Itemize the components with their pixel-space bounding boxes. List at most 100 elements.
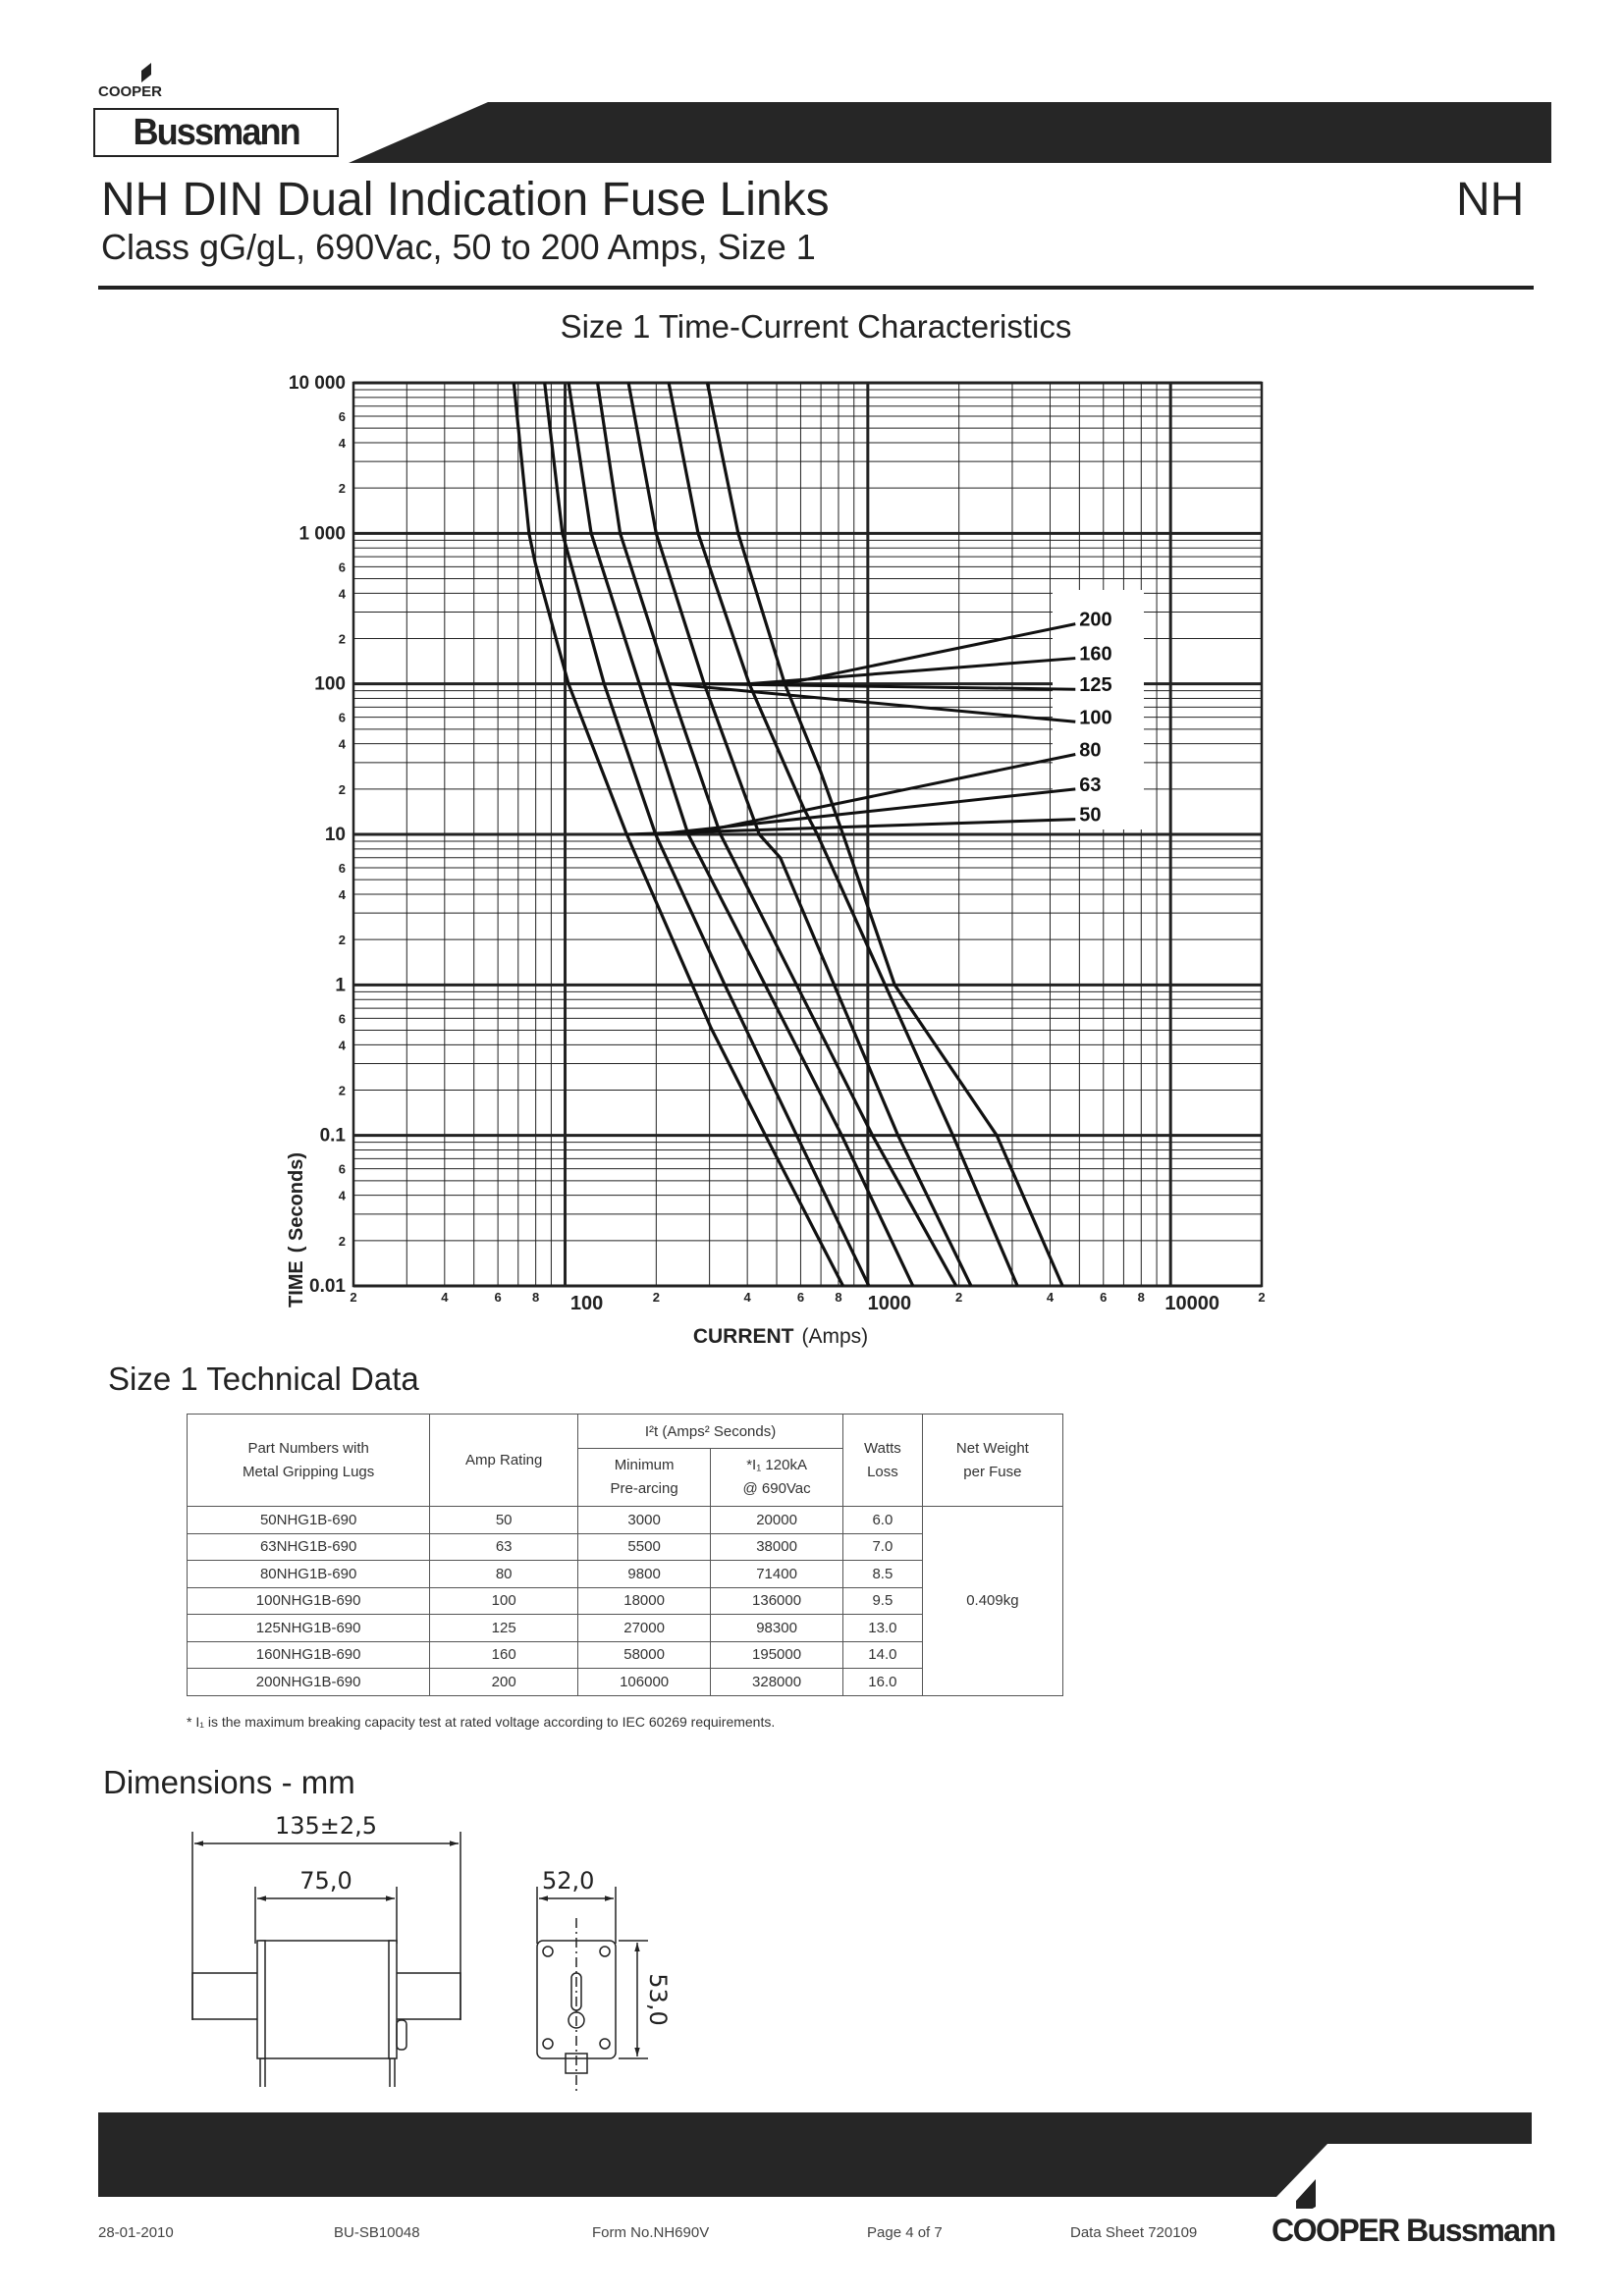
section-code: NH: [1456, 174, 1525, 226]
cell-part-number: 50NHG1B-690: [186, 1506, 431, 1534]
footer-doc-code: BU-SB10048: [334, 2224, 420, 2241]
cell-i1-value: 328000: [710, 1668, 844, 1696]
cooper-logo: COOPER: [98, 63, 162, 100]
bussmann-logo-text: Bussmann: [133, 111, 300, 153]
cell-watts-loss: 6.0: [842, 1506, 923, 1534]
x-tick-label: 8: [532, 1290, 539, 1305]
cell-amp-rating: 125: [429, 1614, 579, 1642]
cell-min-prearcing: 27000: [577, 1614, 712, 1642]
cell-min-prearcing: 3000: [577, 1506, 712, 1534]
x-tick-label: 2: [653, 1290, 660, 1305]
y-tick-label: 0.01: [309, 1276, 346, 1297]
y-tick-label: 6: [339, 560, 346, 574]
table-row: 125NHG1B-690 125 27000 98300 13.0: [186, 1614, 1063, 1642]
table-row: 80NHG1B-690 80 9800 71400 8.5: [186, 1560, 1063, 1588]
y-axis-unit: ( Seconds): [286, 1152, 307, 1253]
x-tick-label: 8: [835, 1290, 841, 1305]
y-tick-label: 2: [339, 481, 346, 496]
dimension-drawings: 135±2,5 75,0 52,0 53,0: [191, 1812, 672, 2093]
cell-min-prearcing: 9800: [577, 1560, 712, 1588]
fuse-end-view: [536, 1887, 648, 2093]
y-tick-label: 4: [339, 586, 347, 601]
cell-amp-rating: 80: [429, 1560, 579, 1588]
fuse-side-view: [191, 1832, 461, 2087]
header-divider: [98, 286, 1534, 290]
y-tick-label: 6: [339, 1011, 346, 1026]
y-tick-label: 2: [339, 1084, 346, 1098]
x-tick-label: 2: [955, 1290, 962, 1305]
cell-net-weight: 0.409kg: [921, 1506, 1064, 1696]
cell-i1-value: 20000: [710, 1506, 844, 1534]
curve-label-80: 80: [1079, 740, 1101, 762]
curve-100A: [596, 382, 958, 1287]
chart-ticks: 2 4 6 8 100 2 4 6 8 1000 2 4 6 8 10000 2 10 000 6 4 2 1 000 6…: [289, 373, 1266, 1314]
y-tick-label: 100: [314, 674, 346, 695]
chart-curves: 50 63 80 100 125 160 200: [512, 382, 1144, 1287]
footer-bar: [98, 2112, 1532, 2209]
col-i2t: I²t (Amps² Seconds): [577, 1414, 844, 1449]
curve-label-160: 160: [1079, 644, 1111, 666]
cell-i1-value: 71400: [710, 1560, 844, 1588]
curve-200A: [705, 382, 1064, 1287]
dimensions-title: Dimensions - mm: [103, 1764, 355, 1800]
y-tick-label: 4: [339, 436, 347, 451]
cell-min-prearcing: 18000: [577, 1586, 712, 1615]
table-row: 100NHG1B-690 100 18000 136000 9.5: [186, 1586, 1063, 1615]
y-tick-label: 4: [339, 887, 347, 902]
cell-i1-value: 38000: [710, 1532, 844, 1561]
cell-part-number: 125NHG1B-690: [186, 1614, 431, 1642]
cell-watts-loss: 9.5: [842, 1586, 923, 1615]
cell-watts-loss: 7.0: [842, 1532, 923, 1561]
curve-125A: [626, 382, 973, 1287]
cell-i1-value: 195000: [710, 1640, 844, 1669]
y-tick-label: 1 000: [298, 523, 346, 544]
cell-watts-loss: 14.0: [842, 1640, 923, 1669]
col-amp-rating: Amp Rating: [429, 1414, 579, 1507]
x-tick-label: 6: [1100, 1290, 1107, 1305]
cell-amp-rating: 200: [429, 1668, 579, 1696]
cell-min-prearcing: 58000: [577, 1640, 712, 1669]
curve-50A: [512, 382, 845, 1287]
col-min-prearcing: Minimum Pre-arcing: [577, 1448, 712, 1507]
x-tick-label: 4: [441, 1290, 449, 1305]
y-tick-label: 10 000: [289, 373, 346, 394]
y-tick-label: 6: [339, 409, 346, 424]
col-part-numbers: Part Numbers with Metal Gripping Lugs: [186, 1414, 431, 1507]
footer-page: Page 4 of 7: [867, 2224, 943, 2241]
cell-min-prearcing: 5500: [577, 1532, 712, 1561]
y-tick-label: 2: [339, 782, 346, 797]
curve-label-50: 50: [1079, 805, 1101, 827]
cell-part-number: 100NHG1B-690: [186, 1586, 431, 1615]
curve-label-200: 200: [1079, 610, 1111, 631]
footer-data-sheet: Data Sheet 720109: [1070, 2224, 1198, 2241]
x-tick-label: 6: [494, 1290, 501, 1305]
svg-text:COOPER: COOPER: [98, 83, 162, 100]
x-tick-label: 8: [1138, 1290, 1145, 1305]
y-axis-label: TIME ( Seconds): [286, 1152, 307, 1308]
cell-i1-value: 136000: [710, 1586, 844, 1615]
y-tick-label: 4: [339, 737, 347, 752]
cell-min-prearcing: 106000: [577, 1668, 712, 1696]
chart-grid: [352, 381, 1264, 1288]
chart-title: Size 1 Time-Current Characteristics: [560, 308, 1072, 345]
cell-i1-value: 98300: [710, 1614, 844, 1642]
x-tick-label: 10000: [1164, 1293, 1219, 1314]
page-title: NH DIN Dual Indication Fuse Links: [101, 174, 830, 226]
curve-160A: [667, 382, 1019, 1287]
table-footnote: * I₁ is the maximum breaking capacity te…: [187, 1714, 776, 1730]
x-tick-label: 1000: [868, 1293, 912, 1314]
x-tick-label: 2: [350, 1290, 356, 1305]
table-row: 50NHG1B-690 50 3000 20000 6.0 0.409kg: [186, 1506, 1064, 1696]
curve-leader-125: [704, 682, 1076, 691]
curve-label-100: 100: [1079, 707, 1111, 728]
y-tick-label: 6: [339, 711, 346, 725]
cell-amp-rating: 50: [429, 1506, 579, 1534]
x-tick-label: 4: [744, 1290, 752, 1305]
y-tick-label: 0.1: [320, 1126, 347, 1147]
cell-part-number: 160NHG1B-690: [186, 1640, 431, 1669]
footer-form-no: Form No.NH690V: [592, 2224, 710, 2241]
cell-watts-loss: 8.5: [842, 1560, 923, 1588]
cell-part-number: 200NHG1B-690: [186, 1668, 431, 1696]
y-tick-label: 10: [325, 825, 346, 845]
